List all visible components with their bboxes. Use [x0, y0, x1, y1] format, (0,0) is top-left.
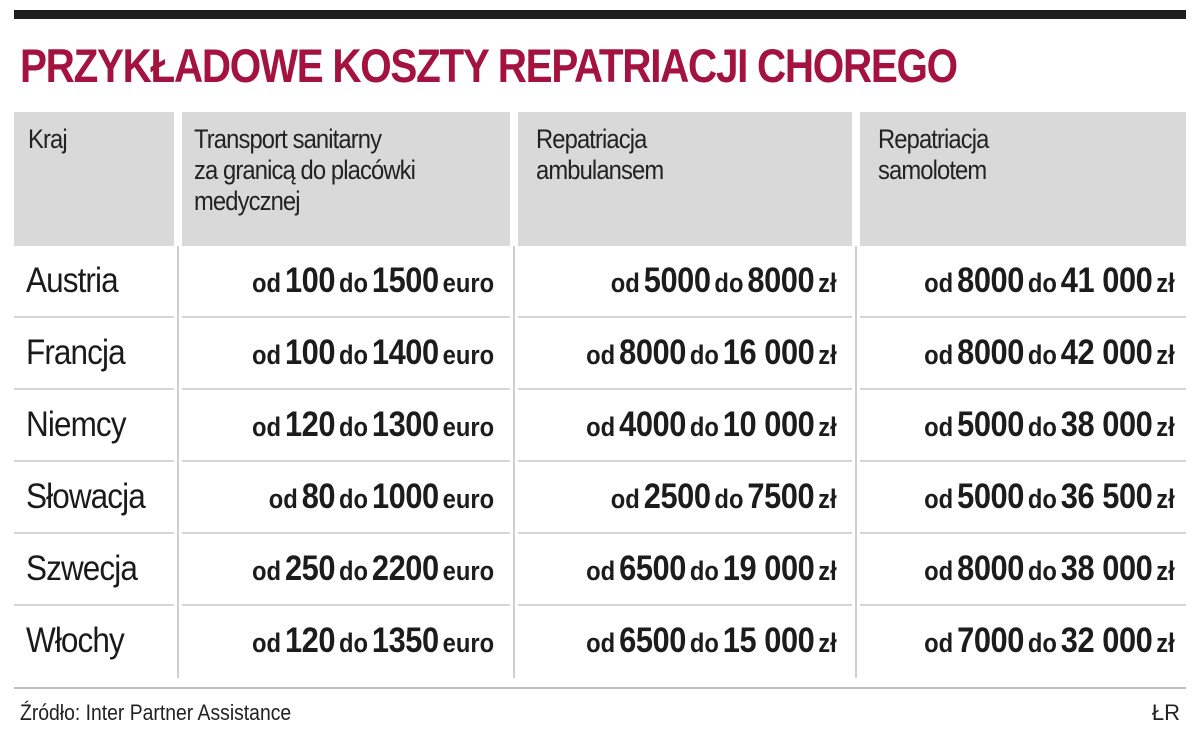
plane-cost: od 5000 do 38 000 zł	[924, 405, 1175, 444]
page-title: PRZYKŁADOWE KOSZTY REPATRIACJI CHOREGO	[20, 39, 958, 92]
ambulance-cost: od 5000 do 8000 zł	[611, 261, 837, 300]
table-row: Szwecja od 250 do 2200 euro od 6500 do 19 …	[14, 534, 1186, 606]
column-line	[177, 246, 179, 678]
country-name: Szwecja	[26, 549, 138, 588]
plane-cost: od 8000 do 42 000 zł	[924, 333, 1175, 372]
column-line	[513, 246, 515, 678]
country-name: Austria	[26, 261, 119, 300]
local-transport-cost: od 100 do 1400 euro	[251, 333, 494, 372]
plane-cost: od 8000 do 38 000 zł	[924, 549, 1175, 588]
ambulance-cost: od 8000 do 16 000 zł	[586, 333, 837, 372]
bottom-rule	[14, 687, 1186, 689]
header-country: Kraj	[28, 124, 68, 154]
country-name: Francja	[26, 333, 126, 372]
ambulance-cost: od 2500 do 7500 zł	[611, 477, 837, 516]
ambulance-cost: od 6500 do 19 000 zł	[586, 549, 837, 588]
country-name: Słowacja	[26, 477, 146, 516]
cost-table: Kraj Transport sanitarny za granicą do p…	[14, 112, 1186, 678]
local-transport-cost: od 120 do 1300 euro	[251, 405, 494, 444]
plane-cost: od 5000 do 36 500 zł	[924, 477, 1175, 516]
top-rule	[14, 10, 1186, 19]
local-transport-cost: od 120 do 1350 euro	[251, 621, 494, 660]
plane-cost: od 8000 do 41 000 zł	[924, 261, 1175, 300]
table-row: Francja od 100 do 1400 euro od 8000 do 16 …	[14, 318, 1186, 390]
local-transport-cost: od 250 do 2200 euro	[251, 549, 494, 588]
source-note: Źródło: Inter Partner Assistance	[20, 700, 292, 725]
column-line	[855, 246, 857, 678]
table-header: Kraj Transport sanitarny za granicą do p…	[14, 112, 1186, 246]
local-transport-cost: od 80 do 1000 euro	[268, 477, 494, 516]
table-row: Słowacja od 80 do 1000 euro od 2500 do 750…	[14, 462, 1186, 534]
author-credit: ŁR	[1151, 700, 1180, 725]
header-plane: Repatriacja samolotem	[878, 124, 989, 185]
table-row: Włochy od 120 do 1350 euro od 6500 do 15 0…	[14, 606, 1186, 678]
header-local-transport: Transport sanitarny za granicą do placów…	[194, 124, 416, 216]
ambulance-cost: od 6500 do 15 000 zł	[586, 621, 837, 660]
plane-cost: od 7000 do 32 000 zł	[924, 621, 1175, 660]
table-row: Austria od 100 do 1500 euro od 5000 do 800…	[14, 246, 1186, 318]
header-ambulance: Repatriacja ambulansem	[536, 124, 664, 185]
local-transport-cost: od 100 do 1500 euro	[251, 261, 494, 300]
table-body: Austria od 100 do 1500 euro od 5000 do 800…	[14, 246, 1186, 678]
country-name: Niemcy	[26, 405, 127, 444]
table-row: Niemcy od 120 do 1300 euro od 4000 do 10 0…	[14, 390, 1186, 462]
country-name: Włochy	[26, 621, 125, 660]
ambulance-cost: od 4000 do 10 000 zł	[586, 405, 837, 444]
